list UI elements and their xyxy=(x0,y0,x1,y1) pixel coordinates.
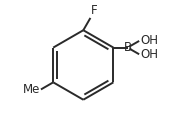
Text: F: F xyxy=(91,4,98,17)
Text: OH: OH xyxy=(141,48,159,61)
Text: B: B xyxy=(123,41,132,54)
Text: Me: Me xyxy=(23,83,40,96)
Text: OH: OH xyxy=(141,34,159,47)
